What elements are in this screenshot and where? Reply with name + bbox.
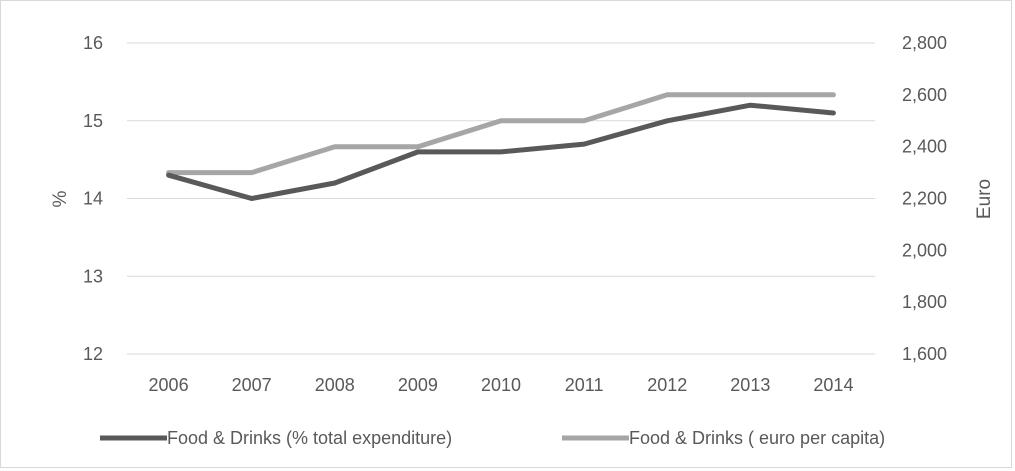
right-tick-label-1: 1,800	[902, 292, 947, 312]
right-axis-ticks: 1,600 1,800 2,000 2,200 2,400 2,600 2,800	[902, 33, 947, 364]
x-tick-label-6: 2012	[647, 375, 687, 395]
left-axis-title: %	[50, 190, 71, 207]
x-axis-ticks: 2006 2007 2008 2009 2010 2011 2012 2013 2014	[149, 375, 854, 395]
right-tick-label-0: 1,600	[902, 344, 947, 364]
x-tick-label-5: 2011	[565, 375, 604, 395]
x-tick-label-0: 2006	[149, 375, 189, 395]
left-tick-label-2: 14	[83, 189, 103, 209]
gridlines	[127, 42, 875, 355]
x-tick-label-3: 2009	[398, 375, 438, 395]
right-tick-label-4: 2,400	[902, 137, 947, 157]
x-tick-label-4: 2010	[481, 375, 521, 395]
right-tick-label-2: 2,000	[902, 240, 947, 260]
legend-label-1: Food & Drinks ( euro per capita)	[629, 428, 885, 448]
left-tick-label-0: 12	[83, 344, 103, 364]
left-tick-label-4: 16	[83, 33, 103, 53]
legend-label-0: Food & Drinks (% total expenditure)	[167, 428, 452, 448]
right-tick-label-3: 2,200	[902, 189, 947, 209]
x-tick-label-2: 2008	[315, 375, 355, 395]
x-tick-label-1: 2007	[232, 375, 272, 395]
left-tick-label-1: 13	[83, 266, 103, 286]
right-tick-label-6: 2,800	[902, 33, 947, 53]
left-axis-ticks: 12 13 14 15 16	[83, 33, 103, 364]
right-tick-label-5: 2,600	[902, 85, 947, 105]
right-axis-title: Euro	[974, 179, 995, 219]
x-tick-label-7: 2013	[730, 375, 770, 395]
left-tick-label-3: 15	[83, 111, 103, 131]
series-lines	[166, 92, 836, 201]
legend: Food & Drinks (% total expenditure) Food…	[100, 428, 885, 448]
x-tick-label-8: 2014	[813, 375, 853, 395]
series-line-0	[166, 102, 836, 201]
series-line-1	[166, 92, 836, 176]
